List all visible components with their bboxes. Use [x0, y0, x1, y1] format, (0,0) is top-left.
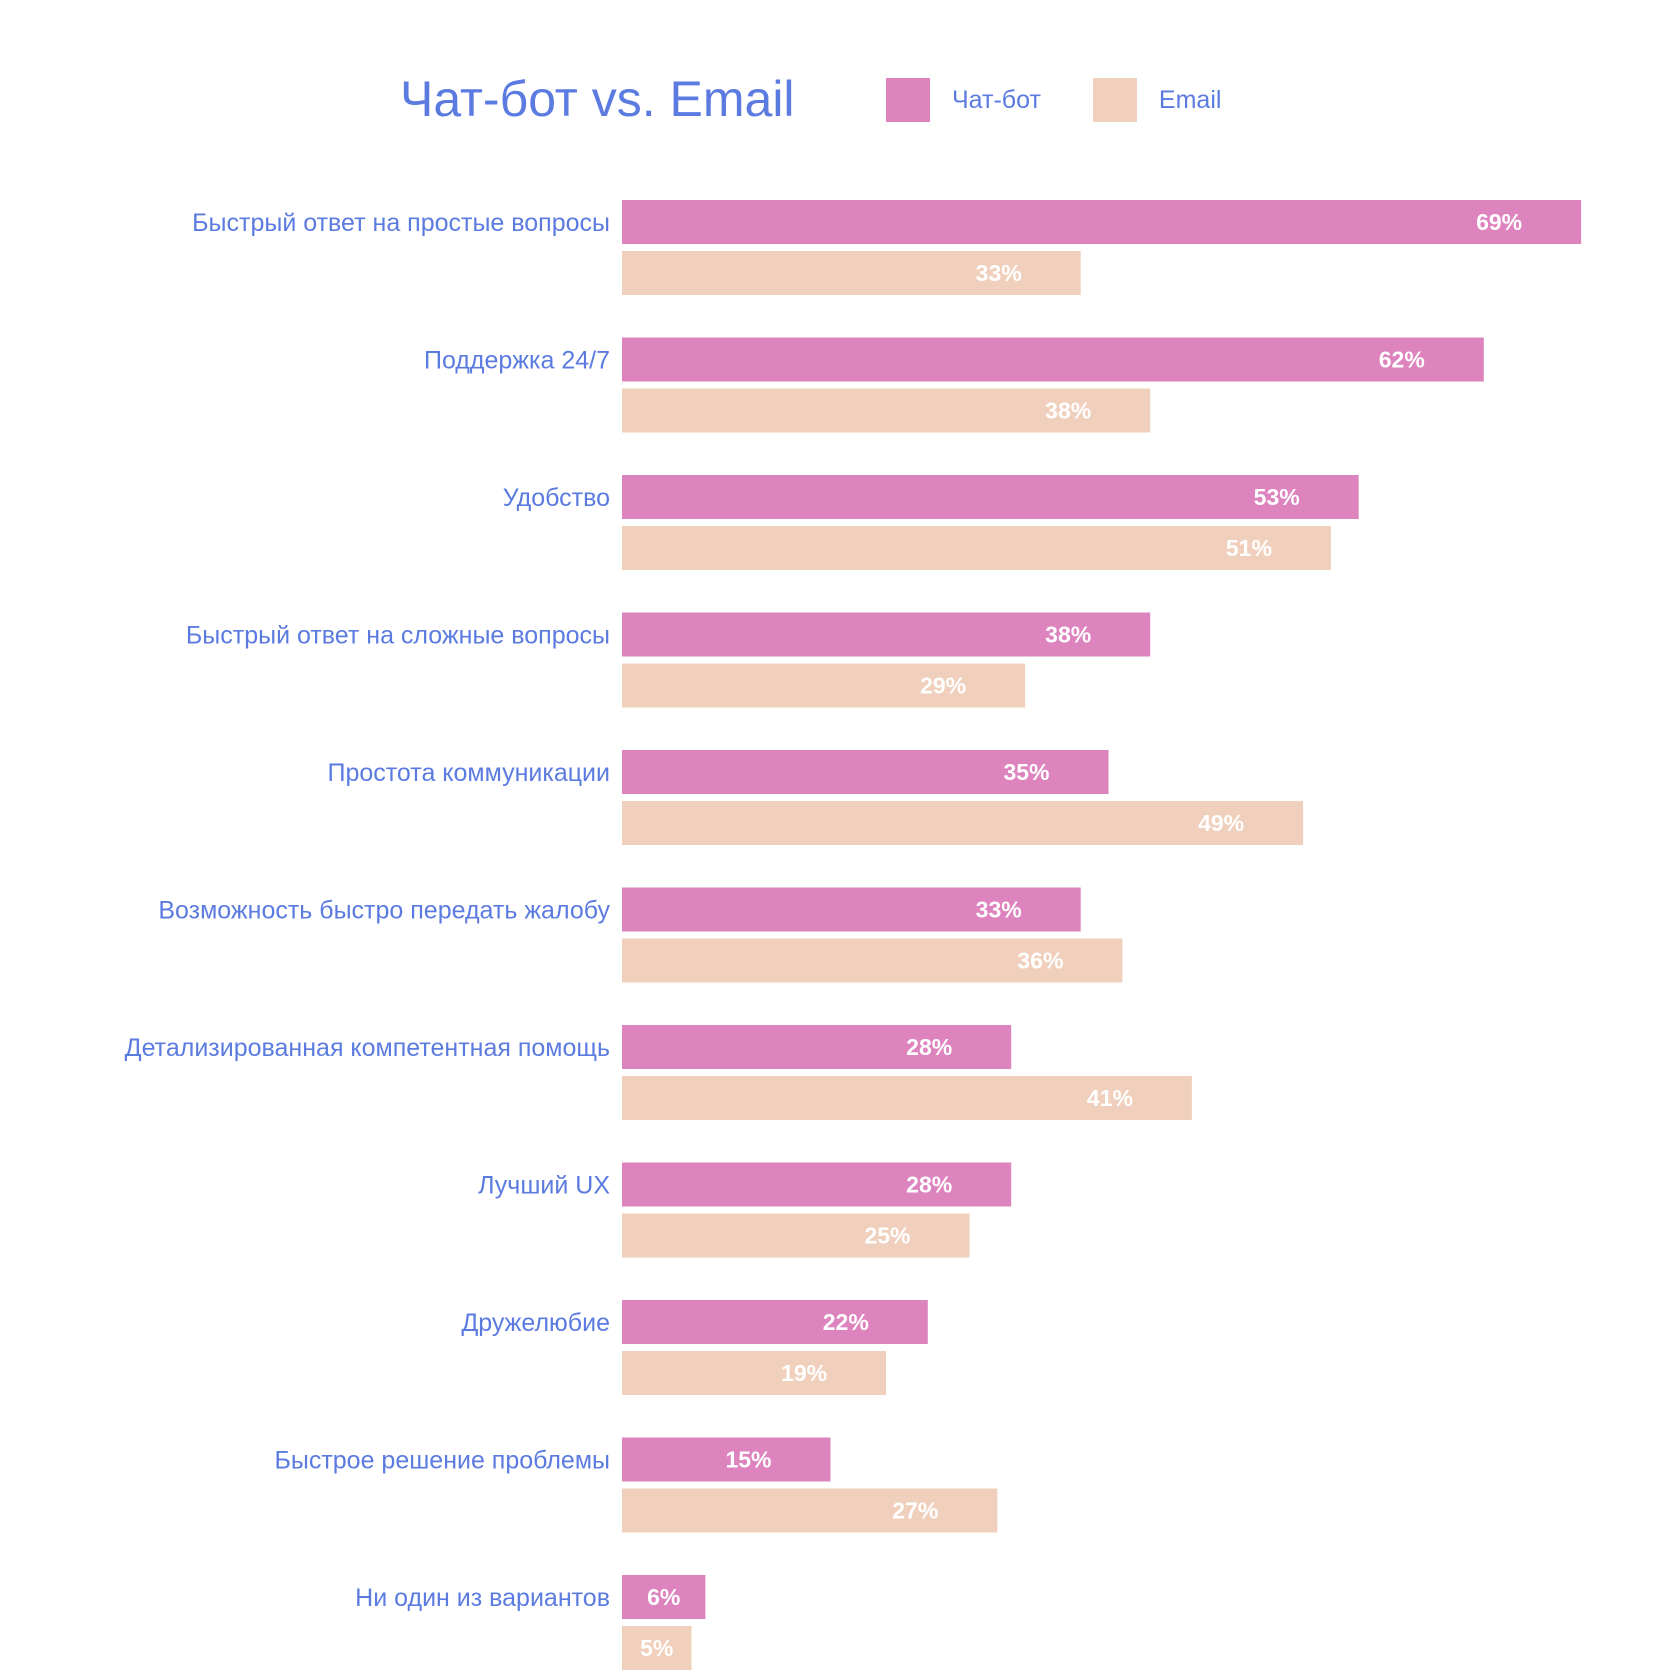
chart-title: Чат-бот vs. Email: [400, 71, 795, 127]
value-label-email-8: 19%: [781, 1360, 827, 1386]
bar-email-6: [622, 1076, 1192, 1120]
category-label-8: Дружелюбие: [461, 1309, 610, 1337]
bar-chatbot-8: [622, 1300, 928, 1344]
value-label-chatbot-10: 6%: [647, 1584, 680, 1610]
bar-chatbot-4: [622, 750, 1109, 794]
value-label-email-2: 51%: [1226, 535, 1272, 561]
legend-item-email: Email: [1092, 78, 1222, 122]
legend: Чат-бот Email: [886, 78, 1273, 122]
value-label-chatbot-3: 38%: [1045, 622, 1091, 648]
bar-chatbot-5: [622, 887, 1081, 932]
bar-chatbot-0: [622, 200, 1582, 244]
value-label-email-7: 25%: [864, 1223, 910, 1249]
category-label-2: Удобство: [503, 484, 610, 512]
category-label-9: Быстрое решение проблемы: [274, 1447, 610, 1475]
value-label-chatbot-7: 28%: [906, 1172, 952, 1198]
bar-email-7: [622, 1213, 970, 1258]
legend-label-chatbot: Чат-бот: [952, 85, 1041, 114]
value-label-email-9: 27%: [892, 1498, 938, 1524]
value-label-chatbot-6: 28%: [906, 1034, 952, 1060]
bar-email-1: [622, 388, 1151, 433]
bar-chatbot-1: [622, 337, 1484, 382]
bar-chatbot-6: [622, 1025, 1012, 1069]
legend-swatch-email: [1092, 78, 1137, 122]
bar-email-2: [622, 526, 1331, 570]
category-label-0: Быстрый ответ на простые вопросы: [192, 209, 610, 237]
bar-chatbot-7: [622, 1162, 1012, 1207]
bar-chatbot-10: [622, 1575, 706, 1619]
value-label-chatbot-2: 53%: [1254, 484, 1300, 510]
bar-email-10: [622, 1626, 692, 1670]
legend-swatch-chatbot: [886, 78, 930, 122]
bar-email-3: [622, 663, 1026, 708]
category-label-7: Лучший UX: [478, 1172, 610, 1200]
value-label-email-4: 49%: [1198, 810, 1244, 836]
value-label-email-10: 5%: [640, 1635, 673, 1661]
bar-email-5: [622, 938, 1123, 983]
bar-chatbot-3: [622, 612, 1151, 657]
value-label-email-6: 41%: [1087, 1085, 1133, 1111]
value-label-email-0: 33%: [976, 260, 1022, 286]
value-label-chatbot-0: 69%: [1476, 209, 1522, 235]
category-label-5: Возможность быстро передать жалобу: [158, 897, 610, 925]
bar-email-0: [622, 251, 1081, 295]
category-label-3: Быстрый ответ на сложные вопросы: [186, 622, 610, 650]
value-label-chatbot-4: 35%: [1003, 759, 1049, 785]
value-label-email-3: 29%: [920, 673, 966, 699]
value-label-chatbot-1: 62%: [1379, 347, 1425, 373]
bar-email-9: [622, 1488, 998, 1533]
category-label-4: Простота коммуникации: [327, 759, 610, 787]
value-label-chatbot-8: 22%: [823, 1309, 869, 1335]
bar-email-4: [622, 801, 1304, 845]
value-label-chatbot-9: 15%: [725, 1447, 771, 1473]
bar-email-8: [622, 1351, 887, 1395]
bar-chatbot-9: [622, 1437, 831, 1482]
value-label-email-1: 38%: [1045, 398, 1091, 424]
category-label-6: Детализированная компетентная помощь: [125, 1034, 610, 1062]
legend-item-chatbot: Чат-бот: [886, 78, 1041, 122]
value-label-chatbot-5: 33%: [976, 897, 1022, 923]
category-label-10: Ни один из вариантов: [355, 1584, 610, 1612]
legend-label-email: Email: [1158, 85, 1222, 114]
category-label-1: Поддержка 24/7: [424, 347, 610, 375]
value-label-email-5: 36%: [1017, 948, 1063, 974]
bar-chatbot-2: [622, 475, 1359, 519]
